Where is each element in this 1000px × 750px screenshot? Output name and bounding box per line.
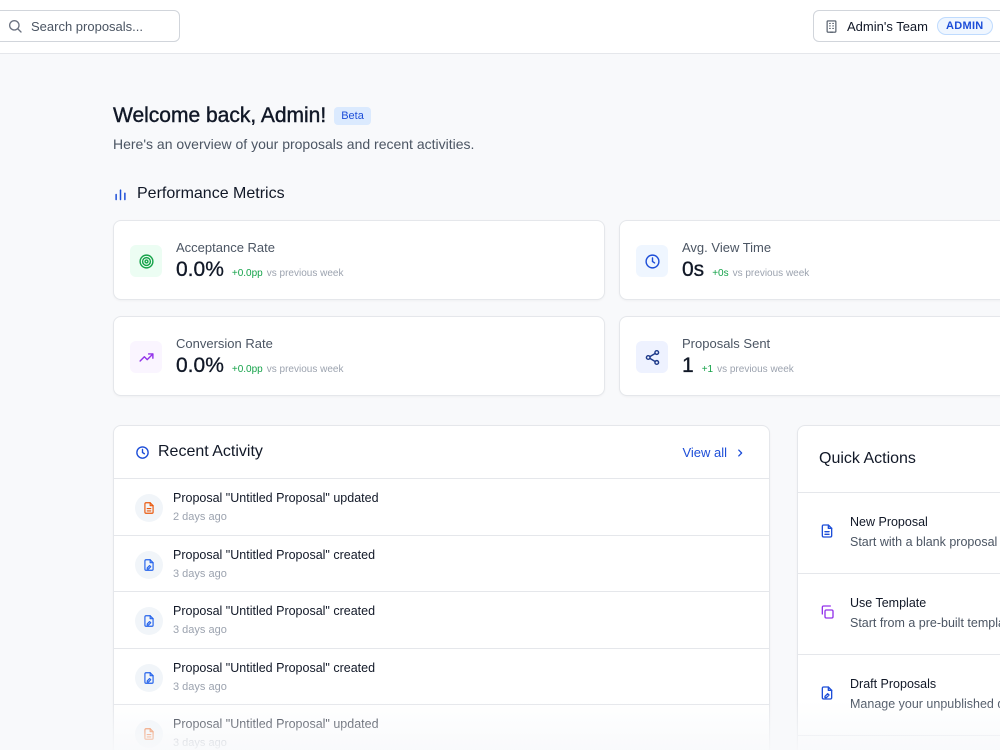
- activity-icon-circle: [135, 494, 163, 522]
- activity-text: Proposal "Untitled Proposal" created: [173, 660, 376, 675]
- metric-delta: +0.0pp: [231, 268, 263, 279]
- top-bar: Admin's Team ADMIN: [0, 0, 1000, 54]
- beta-badge: Beta: [334, 107, 371, 125]
- metric-label: Acceptance Rate: [176, 240, 276, 255]
- document-icon: [144, 502, 154, 514]
- quick-actions-title: Quick Actions: [819, 450, 916, 467]
- quick-action-use-template[interactable]: Use Template Start from a pre-built temp…: [798, 574, 1000, 655]
- share-icon: [645, 349, 659, 365]
- activity-time: 3 days ago: [173, 624, 227, 636]
- metric-value: 1: [682, 354, 694, 377]
- file-edit-icon: [821, 686, 833, 700]
- metric-card-proposals-sent: Proposals Sent 1 +1 vs previous week: [619, 316, 1000, 396]
- metric-card-acceptance: Acceptance Rate 0.0% +0.0pp vs previous …: [113, 220, 605, 300]
- metric-icon-box: [636, 341, 668, 373]
- quick-action-title: Draft Proposals: [850, 677, 937, 691]
- activity-item[interactable]: Proposal "Untitled Proposal" created 3 d…: [114, 536, 769, 592]
- chevron-right-icon: [738, 448, 743, 457]
- team-switcher[interactable]: Admin's Team ADMIN: [813, 10, 1000, 42]
- metric-label: Conversion Rate: [176, 336, 273, 351]
- metric-comparison: vs previous week: [732, 268, 810, 279]
- page-subtitle: Here's an overview of your proposals and…: [113, 136, 475, 152]
- role-badge: ADMIN: [937, 17, 993, 35]
- activity-text: Proposal "Untitled Proposal" created: [173, 547, 376, 562]
- quick-actions-header: Quick Actions: [798, 426, 1000, 493]
- view-all-link[interactable]: View all: [682, 445, 745, 460]
- recent-activity-header: Recent Activity View all: [114, 426, 769, 479]
- metric-icon-box: [130, 245, 162, 277]
- page-title: Welcome back, Admin!: [113, 104, 327, 127]
- metric-delta: +0.0pp: [231, 364, 263, 375]
- recent-activity-title: Recent Activity: [158, 443, 263, 460]
- activity-text: Proposal "Untitled Proposal" updated: [173, 491, 379, 505]
- metric-delta: +1: [701, 364, 714, 375]
- trending-up-icon: [138, 352, 154, 362]
- activity-time: 3 days ago: [173, 567, 227, 580]
- quick-action-desc: Start from a pre-built template: [850, 616, 1000, 630]
- metric-icon-box: [130, 341, 162, 373]
- copy-icon: [821, 605, 834, 619]
- quick-actions-panel: Quick Actions New Proposal Start with a …: [797, 425, 1000, 750]
- quick-action-draft-proposals[interactable]: Draft Proposals Manage your unpublished …: [798, 655, 1000, 736]
- activity-icon-circle: [135, 663, 163, 692]
- metric-card-view-time: Avg. View Time 0s +0s vs previous week: [619, 220, 1000, 300]
- metric-delta: +0s: [712, 268, 729, 279]
- quick-action-desc: Manage your unpublished drafts: [850, 697, 1000, 711]
- metric-value: 0.0%: [176, 354, 224, 377]
- file-edit-icon: [144, 671, 154, 684]
- activity-icon-circle: [135, 550, 163, 579]
- activity-item[interactable]: Proposal "Untitled Proposal" updated 2 d…: [114, 479, 769, 536]
- activity-item[interactable]: Proposal "Untitled Proposal" updated 3 d…: [114, 705, 769, 750]
- quick-action-title: New Proposal: [850, 515, 928, 529]
- target-icon: [138, 253, 154, 269]
- activity-text: Proposal "Untitled Proposal" created: [173, 604, 376, 618]
- building-icon: [826, 19, 837, 33]
- activity-item[interactable]: Proposal "Untitled Proposal" created 3 d…: [114, 592, 769, 649]
- view-all-label: View all: [682, 445, 727, 460]
- activity-time: 2 days ago: [173, 511, 227, 523]
- bar-chart-icon: [115, 188, 126, 200]
- clock-icon: [644, 253, 660, 269]
- search-box[interactable]: [0, 10, 180, 42]
- metric-label: Avg. View Time: [682, 240, 772, 255]
- metric-comparison: vs previous week: [266, 268, 344, 279]
- quick-action-desc: Start with a blank proposal: [850, 535, 998, 549]
- team-name: Admin's Team: [847, 18, 928, 34]
- file-edit-icon: [144, 558, 154, 571]
- search-icon: [9, 20, 22, 33]
- metric-comparison: vs previous week: [266, 364, 344, 375]
- clock-icon: [136, 445, 149, 459]
- welcome-header: Welcome back, Admin! Beta: [113, 104, 371, 128]
- metric-card-conversion: Conversion Rate 0.0% +0.0pp vs previous …: [113, 316, 605, 396]
- metric-icon-box: [636, 245, 668, 277]
- activity-item[interactable]: Proposal "Untitled Proposal" created 3 d…: [114, 649, 769, 705]
- quick-action-new-proposal[interactable]: New Proposal Start with a blank proposal: [798, 493, 1000, 574]
- activity-time: 3 days ago: [173, 737, 227, 749]
- activity-time: 3 days ago: [173, 680, 227, 693]
- activity-text: Proposal "Untitled Proposal" updated: [173, 717, 379, 731]
- search-input[interactable]: [31, 18, 171, 34]
- activity-icon-circle: [135, 607, 163, 635]
- file-edit-icon: [144, 615, 154, 627]
- quick-action-title: Use Template: [850, 596, 927, 610]
- metrics-section-title: Performance Metrics: [113, 185, 285, 203]
- activity-icon-circle: [135, 720, 163, 748]
- metric-value: 0.0%: [176, 258, 224, 281]
- document-icon: [144, 728, 154, 740]
- metric-value: 0s: [682, 258, 705, 281]
- recent-activity-panel: Recent Activity View all Proposal "Untit…: [113, 425, 770, 750]
- metrics-title: Performance Metrics: [137, 185, 285, 202]
- metric-comparison: vs previous week: [717, 364, 794, 375]
- document-icon: [821, 524, 833, 538]
- metric-label: Proposals Sent: [682, 336, 771, 351]
